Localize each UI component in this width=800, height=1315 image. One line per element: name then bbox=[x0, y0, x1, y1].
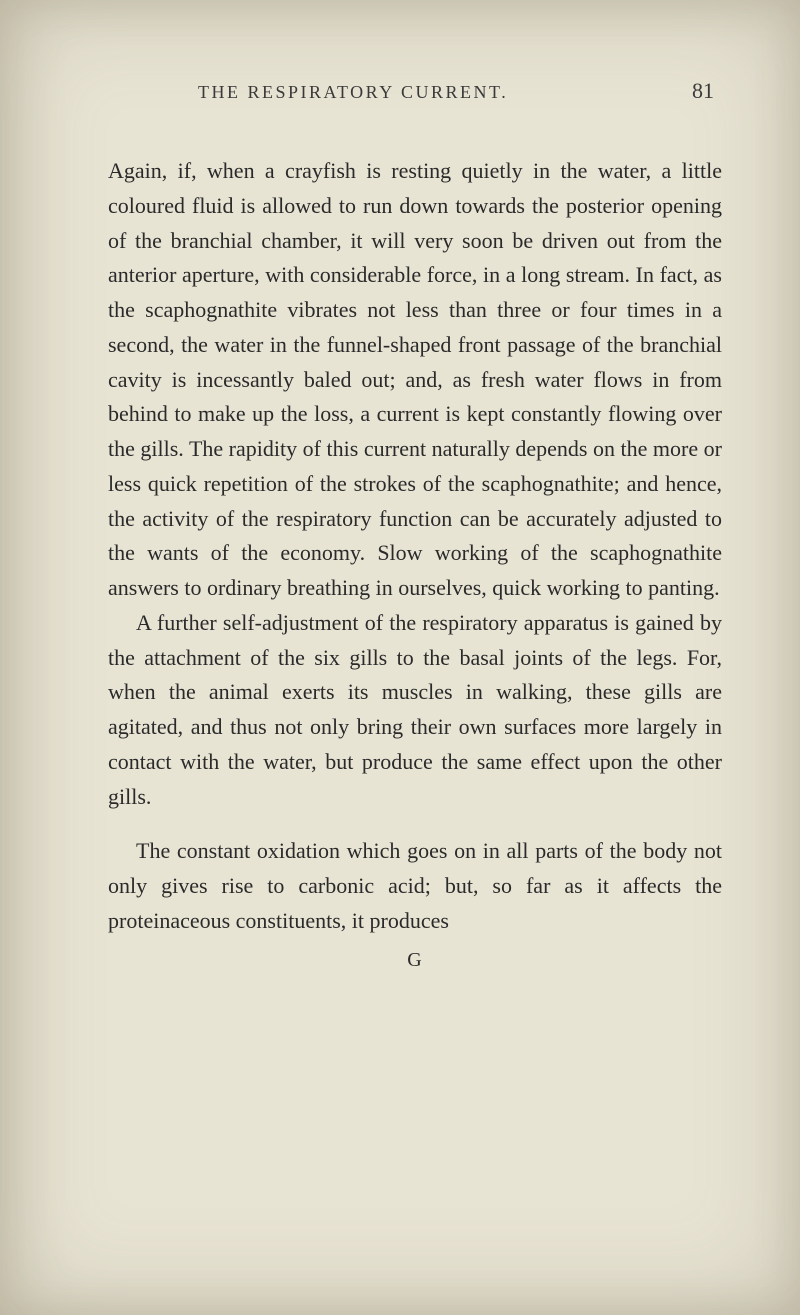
paragraph-gap bbox=[108, 814, 722, 834]
header-line: THE RESPIRATORY CURRENT. 81 bbox=[108, 78, 722, 104]
body-text: Again, if, when a crayfish is resting qu… bbox=[108, 154, 722, 976]
signature-mark: G bbox=[108, 945, 722, 977]
paragraph-2: A further self-adjustment of the respira… bbox=[108, 606, 722, 815]
running-head: THE RESPIRATORY CURRENT. bbox=[198, 82, 508, 103]
paragraph-3: The constant oxidation which goes on in … bbox=[108, 834, 722, 938]
paragraph-1: Again, if, when a crayfish is resting qu… bbox=[108, 154, 722, 606]
page: THE RESPIRATORY CURRENT. 81 Again, if, w… bbox=[0, 0, 800, 1036]
page-number: 81 bbox=[692, 78, 714, 104]
